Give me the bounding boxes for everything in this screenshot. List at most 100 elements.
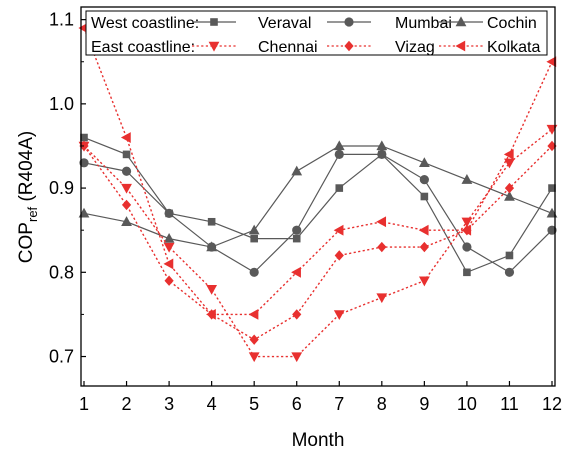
data-point-chennai xyxy=(461,217,473,228)
data-point-vizag xyxy=(334,250,344,261)
y-tick-label: 0.7 xyxy=(49,347,74,367)
data-point-kolkata xyxy=(291,266,301,278)
data-point-kolkata xyxy=(248,309,259,320)
data-point-kolkata xyxy=(333,224,344,236)
series-line-mumbai xyxy=(83,153,553,274)
legend-label-veraval: Veraval xyxy=(258,15,311,32)
data-point-veraval xyxy=(80,133,88,142)
y-tick-label: 0.8 xyxy=(49,262,74,282)
series-line-cochin xyxy=(83,145,553,248)
x-tick-label: 4 xyxy=(207,394,217,414)
data-point-chennai xyxy=(504,158,515,169)
axes-layer: 1 2 3 4 5 6 7 8 9 10 11 120.70.80.91.01.1 xyxy=(49,10,562,414)
data-point-vizag xyxy=(121,199,132,211)
x-tick-label: 5 xyxy=(249,394,259,414)
legend: West coastline: Veraval Mumbai Cochin East c… xyxy=(85,10,548,56)
legend-label-mumbai: Mumbai xyxy=(395,15,452,32)
legend-label-kolkata: Kolkata xyxy=(487,39,540,56)
data-point-cochin xyxy=(418,157,430,168)
legend-label-vizag: Vizag xyxy=(395,39,435,56)
x-tick-label: 11 xyxy=(500,394,519,414)
data-point-veraval xyxy=(505,251,514,260)
data-point-cochin xyxy=(121,216,132,226)
data-point-chennai xyxy=(418,276,430,287)
x-tick-label: 1 xyxy=(79,394,89,414)
data-point-vizag xyxy=(292,309,302,320)
series-line-vizag xyxy=(83,145,553,341)
data-point-cochin xyxy=(248,224,260,235)
data-point-veraval xyxy=(420,192,429,201)
data-point-vizag xyxy=(547,140,557,152)
data-point-vizag xyxy=(504,182,515,194)
x-tick-label: 9 xyxy=(419,394,429,414)
data-point-veraval xyxy=(250,234,258,243)
x-tick-label: 6 xyxy=(292,394,302,414)
data-point-kolkata xyxy=(206,309,216,320)
legend-marker-veraval xyxy=(210,18,218,26)
data-point-mumbai xyxy=(249,267,259,277)
legend-box xyxy=(85,10,548,56)
x-tick-label: 10 xyxy=(457,394,477,414)
data-point-mumbai xyxy=(462,242,472,252)
legend-marker-kolkata xyxy=(455,40,466,52)
data-point-cochin xyxy=(291,165,303,176)
y-axis-title-main: COP xyxy=(16,222,37,263)
data-point-veraval xyxy=(463,268,471,277)
legend-marker-chennai xyxy=(208,41,220,52)
data-point-chennai xyxy=(206,284,218,295)
data-point-chennai xyxy=(163,242,175,253)
plot-frame xyxy=(80,6,556,387)
y-tick-label: 1.1 xyxy=(49,10,74,30)
x-tick-label: 2 xyxy=(122,394,132,414)
data-point-cochin xyxy=(206,241,218,252)
x-tick-label: 7 xyxy=(334,394,344,414)
legend-marker-mumbai xyxy=(344,17,354,27)
y-axis-title-subscript: ref xyxy=(25,206,40,222)
data-point-kolkata xyxy=(376,216,387,228)
data-point-chennai xyxy=(121,183,132,194)
y-tick-label: 1.0 xyxy=(49,94,74,114)
x-axis-title: Month xyxy=(292,430,345,451)
data-point-chennai xyxy=(333,310,345,321)
legend-marker-vizag xyxy=(344,40,354,52)
data-point-mumbai xyxy=(292,225,302,235)
y-axis-title-suffix: (R404A) xyxy=(16,131,37,207)
data-point-kolkata xyxy=(503,148,514,160)
x-tick-label: 3 xyxy=(164,394,174,414)
legend-group-label: West coastline: xyxy=(91,15,199,32)
data-point-mumbai xyxy=(547,225,557,235)
data-point-cochin xyxy=(163,233,175,243)
data-point-chennai xyxy=(248,352,260,363)
series-layer xyxy=(78,22,558,363)
series-line-veraval xyxy=(83,136,553,274)
data-point-chennai xyxy=(376,293,388,304)
data-point-cochin xyxy=(78,207,90,218)
data-point-kolkata xyxy=(546,56,557,68)
legend-label-cochin: Cochin xyxy=(487,15,537,32)
legend-marker-cochin xyxy=(455,16,467,27)
y-tick-label: 0.9 xyxy=(49,178,74,198)
data-point-kolkata xyxy=(418,224,429,236)
data-point-veraval xyxy=(548,184,556,192)
data-point-vizag xyxy=(419,241,429,253)
legend-label-chennai: Chennai xyxy=(258,39,318,56)
legend-group-label: East coastline: xyxy=(91,39,195,56)
series-line-chennai xyxy=(83,128,553,358)
data-point-vizag xyxy=(377,241,387,253)
x-tick-label: 12 xyxy=(542,394,562,414)
data-point-mumbai xyxy=(377,149,387,159)
data-point-chennai xyxy=(546,124,558,135)
data-point-cochin xyxy=(376,140,388,151)
data-point-cochin xyxy=(461,174,473,184)
data-point-cochin xyxy=(546,207,558,218)
data-point-cochin xyxy=(504,190,515,201)
data-point-kolkata xyxy=(461,224,472,236)
data-point-vizag xyxy=(249,334,259,345)
data-point-veraval xyxy=(122,150,131,159)
y-axis-title: COPref (R404A) xyxy=(16,131,40,263)
data-point-chennai xyxy=(291,352,303,363)
data-point-mumbai xyxy=(504,267,515,277)
x-tick-label: 8 xyxy=(377,394,387,414)
